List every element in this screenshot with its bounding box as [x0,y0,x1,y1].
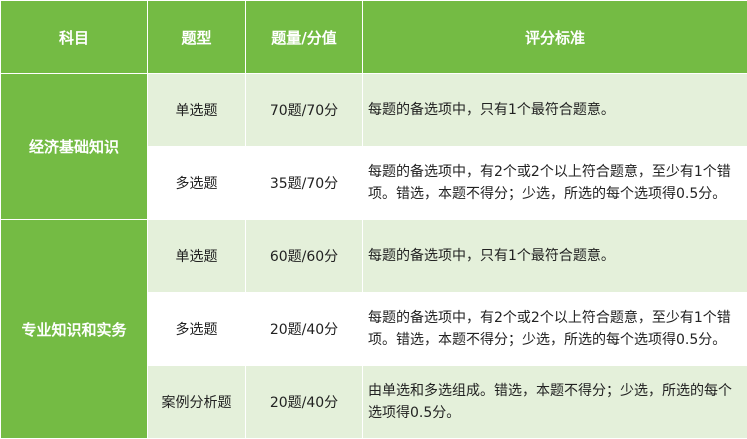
count-cell: 20题/40分 [245,292,363,366]
count-cell: 60题/60分 [245,219,363,293]
subject-cell: 经济基础知识 [0,73,148,220]
header-criteria: 评分标准 [362,0,747,74]
criteria-cell: 每题的备选项中，只有1个最符合题意。 [362,219,747,293]
table-row: 多选题 20题/40分 每题的备选项中，有2个或2个以上符合题意，至少有1个错项… [1,292,747,366]
table-row: 经济基础知识 单选题 70题/70分 每题的备选项中，只有1个最符合题意。 [0,73,747,220]
count-cell: 35题/70分 [245,146,363,220]
criteria-cell: 每题的备选项中，有2个或2个以上符合题意，至少有1个错项。错选，本题不得分；少选… [362,292,747,366]
count-cell: 20题/40分 [245,365,363,439]
header-row: 科目 题型 题量/分值 评分标准 [0,0,747,74]
count-cell: 70题/70分 [245,73,363,147]
type-cell: 多选题 [147,292,246,366]
type-cell: 单选题 [147,219,246,293]
header-count: 题量/分值 [245,0,363,74]
type-cell: 案例分析题 [147,365,246,439]
table-row: 案例分析题 20题/40分 由单选和多选组成。错选，本题不得分；少选，所选的每个… [1,365,747,439]
table-row: 多选题 35题/70分 每题的备选项中，有2个或2个以上符合题意，至少有1个错项… [1,146,747,220]
type-cell: 多选题 [147,146,246,220]
table-row: 专业知识和实务 单选题 60题/60分 每题的备选项中，只有1个最符合题意。 [0,219,747,439]
header-type: 题型 [147,0,246,74]
header-subject: 科目 [0,0,148,74]
subject-cell: 专业知识和实务 [0,219,148,439]
criteria-cell: 每题的备选项中，只有1个最符合题意。 [362,73,747,147]
type-cell: 单选题 [147,73,246,147]
criteria-cell: 由单选和多选组成。错选，本题不得分；少选，所选的每个选项得0.5分。 [362,365,747,439]
criteria-cell: 每题的备选项中，有2个或2个以上符合题意，至少有1个错项。错选，本题不得分；少选… [362,146,747,220]
